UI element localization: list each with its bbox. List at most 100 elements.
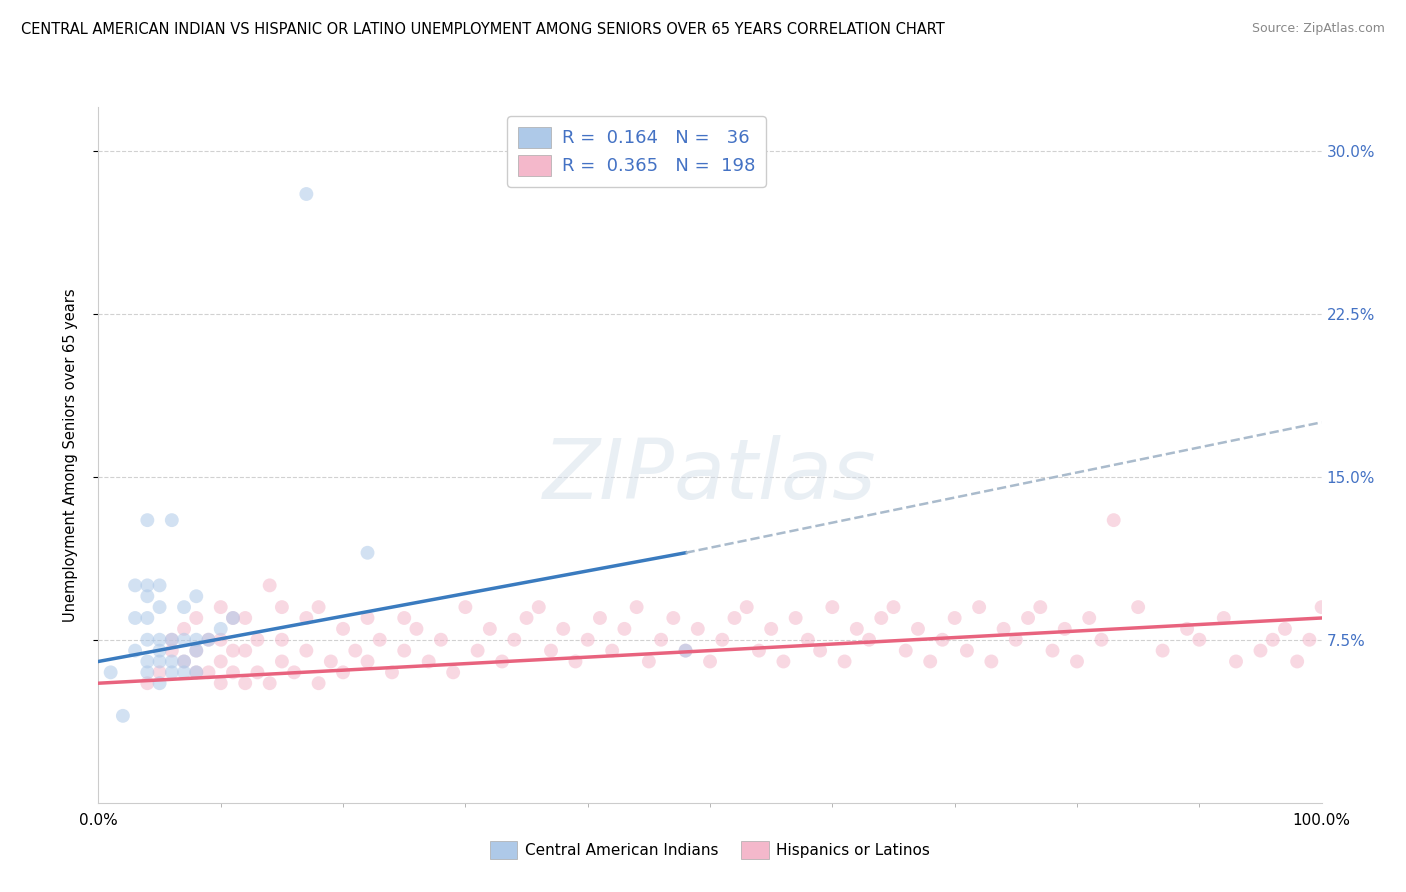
Point — [270, 600, 294, 615]
Point — [418, 655, 440, 669]
Point — [540, 643, 562, 657]
Point — [173, 622, 195, 636]
Point — [233, 643, 256, 657]
Point — [392, 643, 416, 657]
Point — [1090, 632, 1112, 647]
Point — [149, 600, 172, 615]
Point — [748, 643, 770, 657]
Point — [993, 622, 1015, 636]
Point — [1212, 611, 1234, 625]
Point — [209, 676, 232, 690]
Point — [295, 643, 318, 657]
Point — [761, 622, 783, 636]
Point — [319, 655, 342, 669]
Point — [589, 611, 612, 625]
Point — [356, 611, 378, 625]
Point — [197, 632, 219, 647]
Point — [186, 589, 208, 603]
Point — [478, 622, 501, 636]
Point — [467, 643, 489, 657]
Point — [686, 622, 709, 636]
Point — [344, 643, 367, 657]
Legend: Central American Indians, Hispanics or Latinos: Central American Indians, Hispanics or L… — [484, 835, 936, 864]
Point — [967, 600, 990, 615]
Point — [160, 632, 183, 647]
Point — [124, 611, 146, 625]
Point — [173, 665, 195, 680]
Point — [173, 600, 195, 615]
Point — [491, 655, 513, 669]
Point — [430, 632, 453, 647]
Point — [124, 643, 146, 657]
Point — [638, 655, 661, 669]
Point — [160, 643, 183, 657]
Point — [381, 665, 404, 680]
Point — [613, 622, 636, 636]
Point — [160, 665, 183, 680]
Point — [662, 611, 685, 625]
Point — [931, 632, 953, 647]
Point — [136, 513, 159, 527]
Point — [1017, 611, 1039, 625]
Point — [1128, 600, 1150, 615]
Point — [149, 643, 172, 657]
Point — [772, 655, 794, 669]
Point — [295, 186, 318, 201]
Point — [1102, 513, 1125, 527]
Point — [808, 643, 831, 657]
Point — [392, 611, 416, 625]
Point — [711, 632, 734, 647]
Point — [368, 632, 391, 647]
Point — [173, 655, 195, 669]
Point — [259, 578, 281, 592]
Point — [920, 655, 942, 669]
Point — [1066, 655, 1088, 669]
Point — [600, 643, 623, 657]
Y-axis label: Unemployment Among Seniors over 65 years: Unemployment Among Seniors over 65 years — [63, 288, 77, 622]
Point — [149, 676, 172, 690]
Point — [186, 643, 208, 657]
Point — [173, 632, 195, 647]
Point — [894, 643, 917, 657]
Point — [858, 632, 880, 647]
Point — [209, 622, 232, 636]
Point — [259, 676, 281, 690]
Point — [173, 655, 195, 669]
Point — [246, 632, 269, 647]
Point — [503, 632, 526, 647]
Point — [186, 665, 208, 680]
Point — [222, 665, 245, 680]
Point — [735, 600, 758, 615]
Point — [308, 600, 330, 615]
Point — [246, 665, 269, 680]
Point — [233, 611, 256, 625]
Point — [943, 611, 966, 625]
Point — [111, 708, 134, 723]
Point — [149, 665, 172, 680]
Point — [1004, 632, 1026, 647]
Point — [405, 622, 427, 636]
Point — [149, 632, 172, 647]
Point — [149, 655, 172, 669]
Point — [1029, 600, 1052, 615]
Point — [100, 665, 122, 680]
Point — [186, 632, 208, 647]
Point — [186, 643, 208, 657]
Point — [160, 632, 183, 647]
Point — [454, 600, 477, 615]
Point — [186, 665, 208, 680]
Point — [332, 665, 354, 680]
Point — [222, 611, 245, 625]
Text: Source: ZipAtlas.com: Source: ZipAtlas.com — [1251, 22, 1385, 36]
Point — [1310, 600, 1333, 615]
Point — [270, 655, 294, 669]
Point — [136, 655, 159, 669]
Point — [136, 589, 159, 603]
Point — [1152, 643, 1174, 657]
Point — [1053, 622, 1076, 636]
Point — [356, 655, 378, 669]
Point — [564, 655, 586, 669]
Point — [136, 578, 159, 592]
Point — [136, 665, 159, 680]
Point — [186, 611, 208, 625]
